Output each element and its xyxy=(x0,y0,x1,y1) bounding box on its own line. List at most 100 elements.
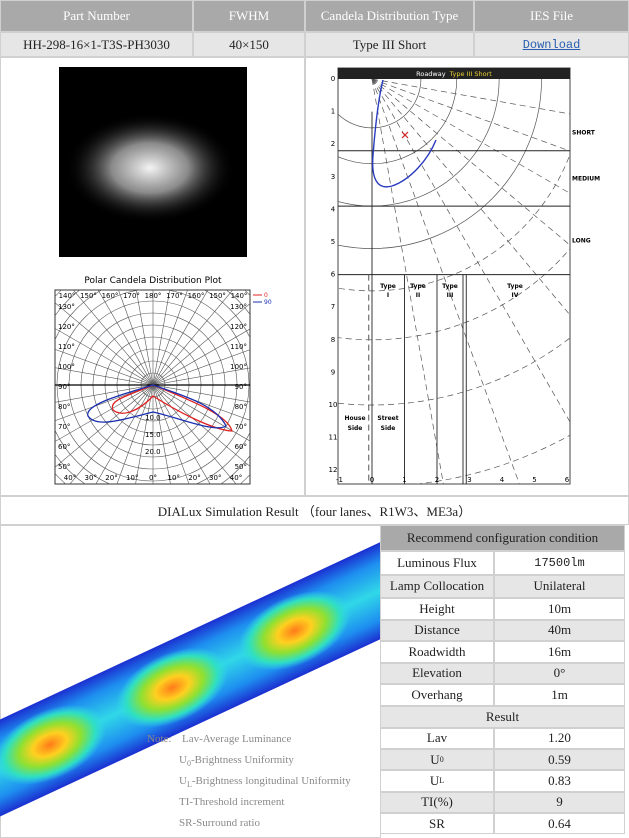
roadway-title-prefix: Roadway xyxy=(416,70,446,78)
config-value: Unilateral xyxy=(494,574,625,598)
note-item: SR-Surround ratio xyxy=(179,817,260,829)
polar-angle-label: 110° xyxy=(58,343,75,351)
polar-angle-label: 70° xyxy=(235,423,247,431)
hot-spot xyxy=(238,590,351,671)
x-label: 5 xyxy=(532,476,536,484)
row-cell: Download xyxy=(474,32,629,57)
polar-angle-label: 10° xyxy=(168,474,180,482)
note-item: Lav-Average Luminance xyxy=(182,733,291,745)
y-label: 3 xyxy=(331,173,335,181)
side-label: Side xyxy=(381,425,396,432)
label-text: U xyxy=(179,754,187,766)
simulation-title: DIALux Simulation Result （four lanes、R1W… xyxy=(0,496,629,525)
polar-angle-label: 130° xyxy=(58,303,75,311)
legend-label: 0 xyxy=(264,292,268,299)
polar-angle-label: 100° xyxy=(230,363,247,371)
y-label: 11 xyxy=(329,434,338,442)
y-label: 10 xyxy=(329,401,338,409)
x-label: 4 xyxy=(500,476,505,484)
config-value: 1m xyxy=(494,684,625,706)
roadway-title-type: Type III Short xyxy=(449,70,493,78)
config-value: 0.59 xyxy=(494,748,625,771)
ray xyxy=(371,79,570,152)
polar-angle-label: 30° xyxy=(209,474,221,482)
label-text: Lav xyxy=(426,730,448,746)
note-prefix: Note: xyxy=(147,733,172,745)
legend-label: 90 xyxy=(264,299,272,306)
label-subscript: 0 xyxy=(186,759,191,769)
x-label: 6 xyxy=(565,476,570,484)
label-subscript: L xyxy=(186,780,192,790)
y-label: 4 xyxy=(331,205,336,213)
note-desc: -Surround ratio xyxy=(192,817,260,829)
config-label: Elevation xyxy=(380,662,494,684)
hot-spot xyxy=(115,647,229,728)
polar-angle-label: 20° xyxy=(188,474,200,482)
x-label: 0 xyxy=(370,476,374,484)
column-header: Candela Distribution Type xyxy=(305,0,474,32)
ray xyxy=(371,79,570,316)
x-label: 2 xyxy=(435,476,439,484)
label-text: Lav xyxy=(182,733,200,745)
row-cell: HH-298-16×1-T3S-PH3030 xyxy=(0,32,193,57)
polar-angle-label: 140° xyxy=(59,292,76,300)
y-label: 8 xyxy=(331,336,335,344)
roadway-title-bar xyxy=(338,68,570,79)
polar-angle-label: 80° xyxy=(58,403,70,411)
zone-label: SHORT xyxy=(572,130,596,137)
ring-label: 20.0 xyxy=(145,448,161,456)
row-cell: 40×150 xyxy=(193,32,305,57)
config-value: 0° xyxy=(494,662,625,684)
download-link[interactable]: Download xyxy=(522,37,581,52)
side-label: House xyxy=(344,415,365,422)
result-title: Result xyxy=(380,705,625,728)
hot-spot xyxy=(0,704,107,785)
config-label: Roadwidth xyxy=(380,641,494,663)
polar-angle-label: 60° xyxy=(58,443,70,451)
label-text: U xyxy=(429,772,440,788)
polar-angle-label: 100° xyxy=(58,363,75,371)
label-text: TI xyxy=(179,796,190,808)
type-label: I xyxy=(387,292,389,299)
polar-angle-label: 120° xyxy=(230,323,247,331)
label-text: SR xyxy=(179,817,193,829)
polar-angle-label: 90° xyxy=(235,383,247,391)
label-text: U xyxy=(430,751,440,767)
y-label: 12 xyxy=(329,466,338,474)
config-value: 10m xyxy=(494,598,625,620)
polar-angle-label: 80° xyxy=(235,403,247,411)
type-label: IV xyxy=(512,292,519,299)
x-label: -1 xyxy=(336,476,343,484)
distribution-curve xyxy=(371,79,437,188)
y-label: 1 xyxy=(331,108,335,116)
note-desc: -Threshold increment xyxy=(189,796,285,808)
config-value: 0.83 xyxy=(494,770,625,792)
y-label: 5 xyxy=(331,238,335,246)
roadway-title: Roadway Type III Short xyxy=(416,70,492,78)
row-cell: Type III Short xyxy=(305,32,474,57)
type-label: III xyxy=(447,292,454,299)
label-text: SR xyxy=(429,815,445,831)
config-label: Lamp Collocation xyxy=(380,574,494,598)
zone-label: MEDIUM xyxy=(572,176,600,183)
zone-label: LONG xyxy=(572,238,591,245)
polar-angle-label: 0° xyxy=(149,474,157,482)
config-value: 16m xyxy=(494,641,625,663)
x-label: 3 xyxy=(467,476,471,484)
type-label: II xyxy=(416,292,420,299)
ray xyxy=(371,79,520,484)
type-label: Type xyxy=(380,283,396,290)
config-label: Overhang xyxy=(380,684,494,706)
side-label: Side xyxy=(348,425,363,432)
config-value: 9 xyxy=(494,791,625,814)
polar-angle-label: 50° xyxy=(235,463,247,471)
label-subscript: 0 xyxy=(439,755,444,765)
polar-angle-label: 30° xyxy=(85,474,97,482)
type-label: Type xyxy=(410,283,426,290)
note-item: U0-Brightness Uniformity xyxy=(179,754,294,768)
polar-angle-label: 60° xyxy=(235,443,247,451)
y-label: 2 xyxy=(331,140,335,148)
ring-label: 15.0 xyxy=(145,431,161,439)
